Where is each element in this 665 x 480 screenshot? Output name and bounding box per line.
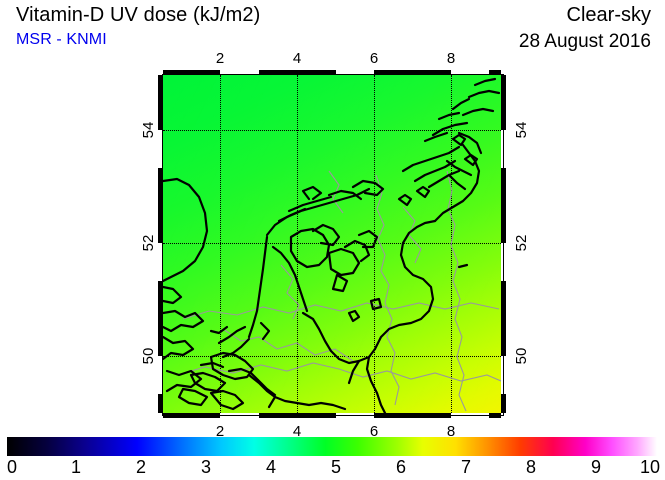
gridline-lon-4: [297, 75, 298, 413]
xtick-top-1: 2: [215, 50, 225, 67]
uv-dose-colorbar[interactable]: [7, 437, 657, 456]
cbtick-0: 0: [6, 457, 18, 477]
cbtick-5: 5: [330, 457, 342, 477]
xtick-bottom-3: 6: [369, 423, 379, 440]
xtick-bottom-4: 8: [446, 423, 456, 440]
cbtick-10: 10: [639, 457, 661, 477]
ytick-left-50: 50: [139, 347, 157, 365]
axis-bar-left: [158, 75, 163, 413]
cbtick-7: 7: [460, 457, 472, 477]
cbtick-8: 8: [525, 457, 537, 477]
gridline-lat-52: [163, 243, 501, 244]
xtick-top-4: 8: [446, 50, 456, 67]
ytick-right-52: 52: [512, 234, 530, 252]
data-source-label: MSR - KNMI: [16, 31, 107, 48]
ytick-right-54: 54: [512, 121, 530, 139]
coastline-overlay: [163, 77, 501, 413]
xtick-bottom-2: 4: [292, 423, 302, 440]
gridline-lat-54: [163, 130, 501, 131]
gridline-lon-2: [220, 75, 221, 413]
axis-bar-top: [163, 70, 501, 75]
map-plot-area[interactable]: [158, 70, 506, 418]
cbtick-2: 2: [135, 457, 147, 477]
cbtick-4: 4: [265, 457, 277, 477]
date-label: 28 August 2016: [518, 31, 651, 52]
ytick-left-54: 54: [139, 121, 157, 139]
page-title: Vitamin-D UV dose (kJ/m2): [16, 4, 261, 26]
cbtick-3: 3: [200, 457, 212, 477]
sky-condition-label: Clear-sky: [566, 4, 651, 26]
ytick-right-50: 50: [512, 347, 530, 365]
axis-bar-bottom: [163, 413, 501, 418]
map-raster: [163, 75, 501, 413]
cbtick-1: 1: [70, 457, 82, 477]
axis-bar-right: [501, 75, 506, 413]
xtick-bottom-1: 2: [215, 423, 225, 440]
gridline-lat-50: [163, 356, 501, 357]
xtick-top-2: 4: [292, 50, 302, 67]
cbtick-9: 9: [590, 457, 602, 477]
ytick-left-52: 52: [139, 234, 157, 252]
coastline-paths: [163, 77, 501, 413]
xtick-top-3: 6: [369, 50, 379, 67]
political-borders: [176, 170, 501, 412]
cbtick-6: 6: [395, 457, 407, 477]
